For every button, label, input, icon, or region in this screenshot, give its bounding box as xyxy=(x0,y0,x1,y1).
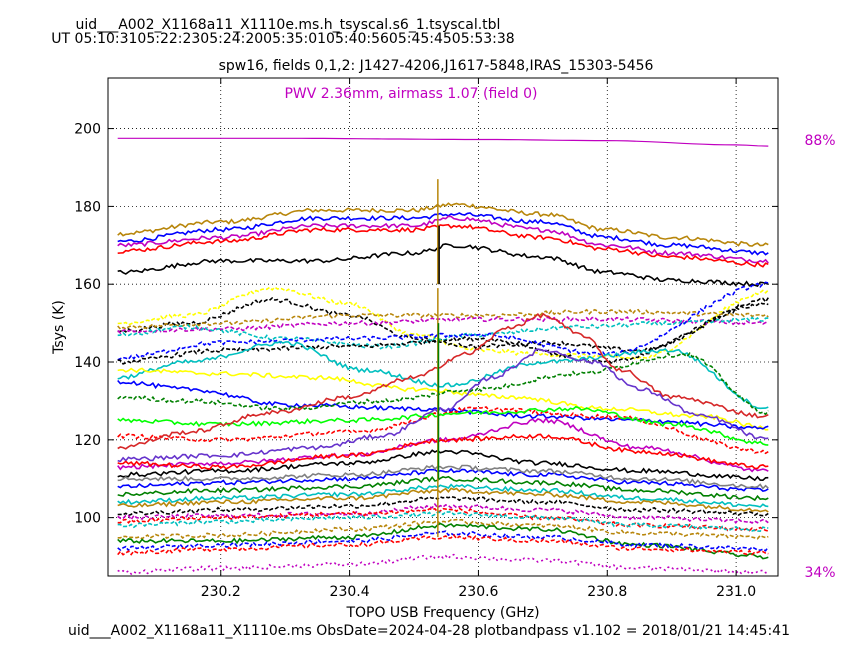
tsys-series-line xyxy=(117,522,769,560)
axis-ticks: 230.2 230.4 230.6 230.8 231.0 100 120 140 160 180… xyxy=(74,78,778,600)
tsys-series-line xyxy=(117,449,769,482)
tsys-series-line xyxy=(117,243,769,288)
tsys-series-line xyxy=(117,281,769,361)
pwv-annotation: PWV 2.36mm, airmass 1.07 (field 0) xyxy=(284,86,537,102)
y-axis-label: Tsys (K) xyxy=(51,300,67,355)
y-tick-label: 120 xyxy=(74,433,101,449)
tsys-series-line xyxy=(117,312,769,450)
grid-lines xyxy=(108,78,778,576)
tsys-series-line xyxy=(117,405,769,446)
series-layer xyxy=(117,137,769,576)
tsys-series-line xyxy=(117,296,769,353)
tsys-series-line xyxy=(117,475,769,502)
tsys-series-line xyxy=(117,518,769,540)
atm-top-label: 88% xyxy=(804,133,835,149)
chart-title: spw16, fields 0,1,2: J1427-4206,J1617-58… xyxy=(219,58,654,74)
tsys-series-line xyxy=(117,416,769,473)
y-tick-label: 100 xyxy=(74,511,101,527)
tsys-series-line xyxy=(117,433,769,470)
atmosphere-transmission-line xyxy=(117,137,769,147)
tsys-series-line xyxy=(117,316,769,350)
y-tick-label: 140 xyxy=(74,355,101,371)
y-tick-label: 160 xyxy=(74,277,101,293)
x-tick-label: 230.6 xyxy=(458,584,498,600)
x-tick-label: 230.4 xyxy=(330,584,370,600)
plot-frame xyxy=(107,77,779,577)
x-axis-label: TOPO USB Frequency (GHz) xyxy=(345,605,539,621)
tsys-series-line xyxy=(117,316,769,335)
x-tick-label: 230.8 xyxy=(587,584,627,600)
x-tick-label: 231.0 xyxy=(716,584,756,600)
tsys-series-line xyxy=(117,367,769,431)
footer-caption: uid___A002_X1168a11_X1110e.ms ObsDate=20… xyxy=(68,623,790,639)
tsys-series-line xyxy=(117,348,769,463)
tsys-series-line xyxy=(117,507,769,532)
ut-times: UT 05:10:3105:22:2305:24:2005:35:0105:40… xyxy=(51,31,514,47)
tsys-series-line xyxy=(117,286,769,360)
tsys-series-line xyxy=(117,308,769,331)
tsys-series-line xyxy=(117,487,769,513)
y-tick-label: 200 xyxy=(74,122,101,138)
tsys-series-line xyxy=(117,483,769,508)
tsys-series-line xyxy=(117,495,769,517)
tsys-series-line xyxy=(117,351,769,416)
tsys-series-line xyxy=(117,202,769,247)
tsys-series-line xyxy=(117,530,769,552)
tsys-series-line xyxy=(117,533,769,556)
tsys-series-line xyxy=(117,340,769,410)
tsys-series-line xyxy=(117,467,769,492)
tsys-series-line xyxy=(117,510,769,533)
atm-bottom-label: 34% xyxy=(804,565,835,581)
tsys-series-line xyxy=(117,215,769,264)
tsys-series-line xyxy=(117,464,769,490)
tsys-series-line xyxy=(117,406,769,455)
tsys-series-line xyxy=(117,212,769,256)
tsys-series-line xyxy=(117,223,769,268)
file-title: uid___A002_X1168a11_X1110e.ms.h_tsyscal.… xyxy=(76,17,501,33)
x-tick-label: 230.2 xyxy=(201,584,241,600)
y-tick-label: 180 xyxy=(74,199,101,215)
tsys-series-line xyxy=(117,553,769,576)
